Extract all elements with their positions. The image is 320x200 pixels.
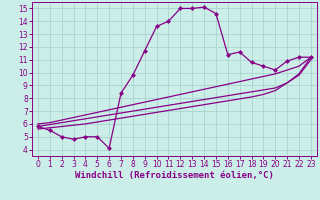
X-axis label: Windchill (Refroidissement éolien,°C): Windchill (Refroidissement éolien,°C) (75, 171, 274, 180)
